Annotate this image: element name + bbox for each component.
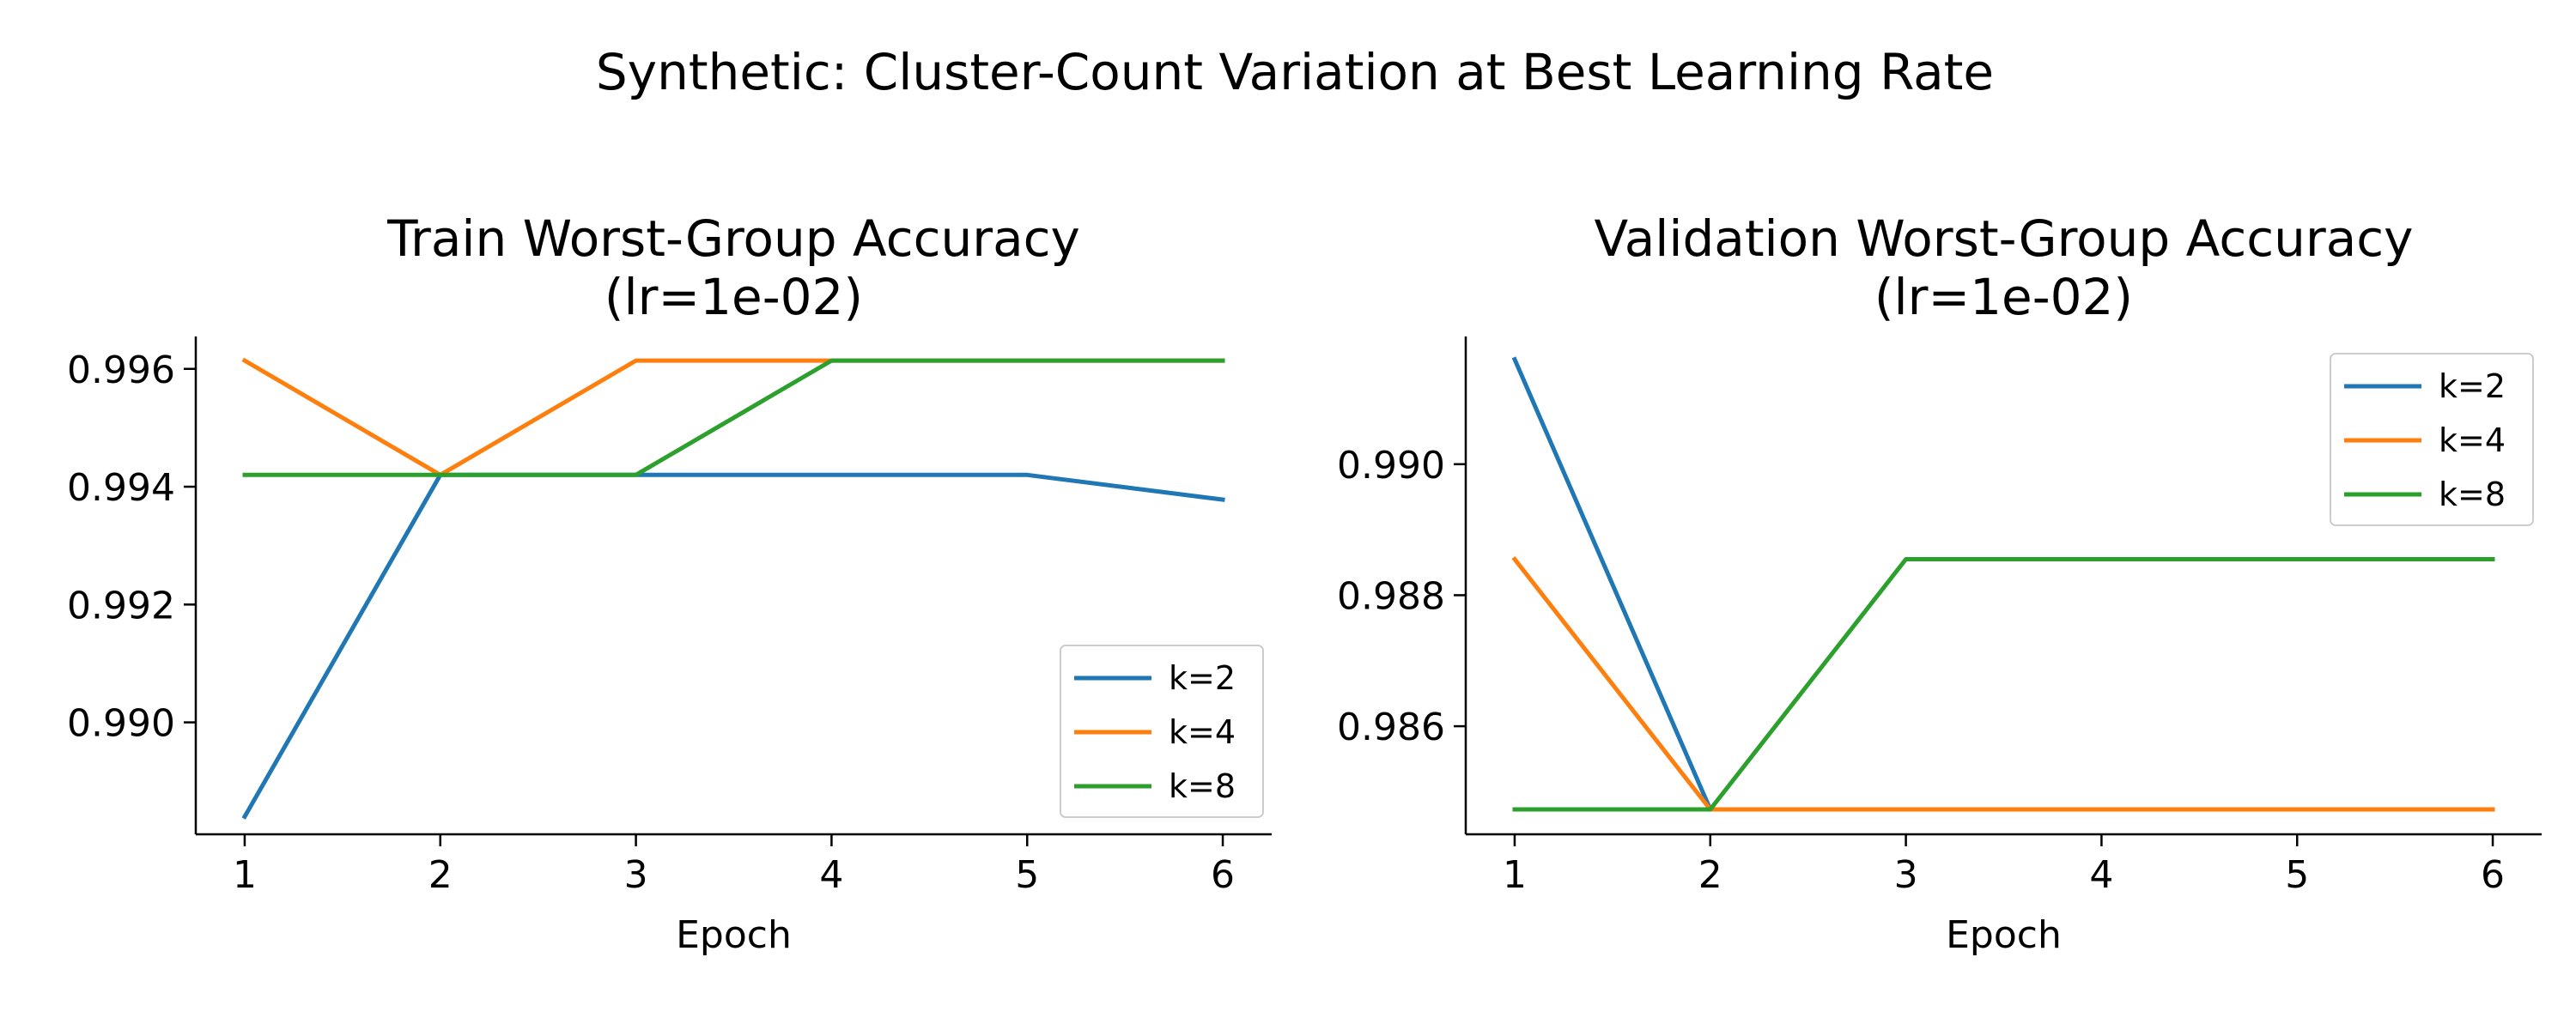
x-tick-label: 3 xyxy=(1894,853,1918,897)
x-tick-label: 2 xyxy=(428,853,453,897)
y-tick-label: 0.990 xyxy=(1337,444,1445,488)
legend: k=2 k=4 k=8 xyxy=(2330,353,2534,526)
x-tick-label: 4 xyxy=(819,853,843,897)
y-tick-label: 0.994 xyxy=(67,466,175,510)
panel-train: Train Worst-Group Accuracy(lr=1e-02) 1 2 3 4… xyxy=(67,209,1272,957)
y-tick-label: 0.990 xyxy=(67,702,175,746)
panel-validation: Validation Worst-Group Accuracy(lr=1e-02… xyxy=(1337,209,2542,957)
legend-label-k2: k=2 xyxy=(1169,659,1236,697)
x-tick-label: 6 xyxy=(1211,853,1235,897)
x-tick-label: 4 xyxy=(2089,853,2113,897)
x-tick-label: 5 xyxy=(1015,853,1039,897)
figure-title: Synthetic: Cluster-Count Variation at Be… xyxy=(596,43,1994,101)
x-tick-label: 6 xyxy=(2481,853,2505,897)
x-tick-label: 3 xyxy=(624,853,648,897)
legend: k=2 k=4 k=8 xyxy=(1060,645,1264,818)
legend-frame xyxy=(1060,645,1264,818)
y-tick-label: 0.992 xyxy=(67,584,175,627)
legend-label-k2: k=2 xyxy=(2439,367,2506,405)
series-line-k4 xyxy=(1511,555,2495,812)
x-axis-label: Epoch xyxy=(1946,913,2062,957)
x-tick-label: 5 xyxy=(2285,853,2309,897)
y-tick-label: 0.988 xyxy=(1337,574,1445,618)
series-line-k8 xyxy=(1512,557,2495,812)
x-tick-label: 2 xyxy=(1698,853,1722,897)
series-line-k2 xyxy=(241,472,1225,820)
panel-title-line-2: (lr=1e-02) xyxy=(605,268,863,326)
panel-title-line-1: Validation Worst-Group Accuracy xyxy=(1595,209,2414,268)
legend-label-k4: k=4 xyxy=(2439,421,2506,459)
legend-label-k8: k=8 xyxy=(2439,476,2506,513)
panel-title-line-2: (lr=1e-02) xyxy=(1874,268,2133,326)
legend-frame xyxy=(2330,353,2534,526)
legend-label-k4: k=4 xyxy=(1169,713,1236,751)
panel-title-line-1: Train Worst-Group Accuracy xyxy=(386,209,1080,268)
x-tick-label: 1 xyxy=(233,853,257,897)
y-tick-label: 0.996 xyxy=(67,348,175,392)
legend-label-k8: k=8 xyxy=(1169,767,1236,805)
series-line-k8 xyxy=(242,358,1225,477)
x-tick-label: 1 xyxy=(1503,853,1527,897)
y-tick-label: 0.986 xyxy=(1337,706,1445,749)
x-axis-label: Epoch xyxy=(676,913,792,957)
